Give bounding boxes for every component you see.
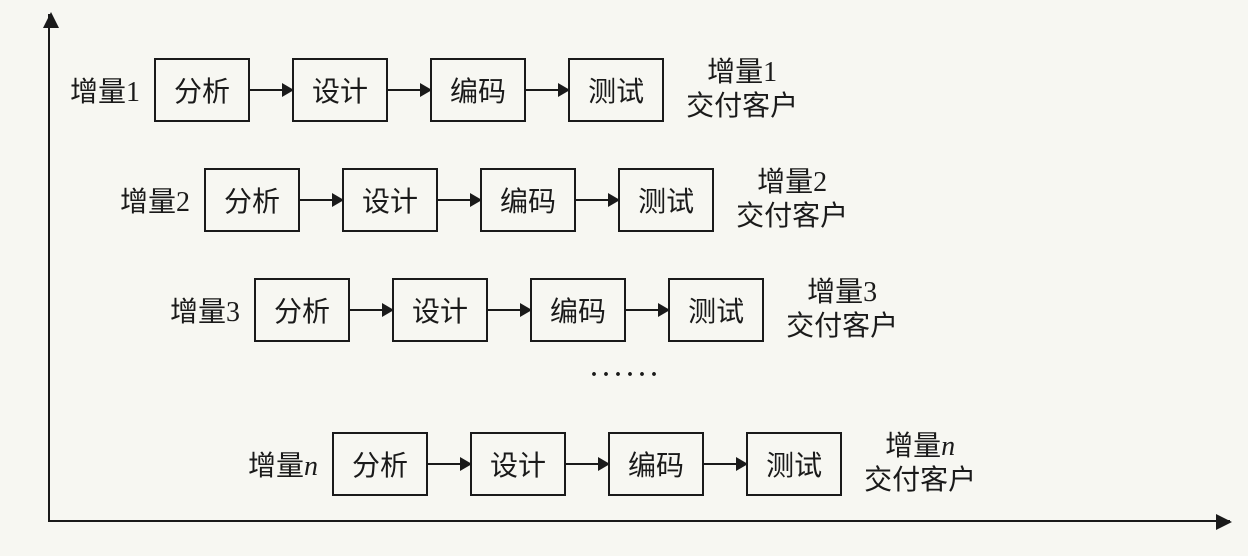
step-box: 设计 (470, 432, 566, 496)
deliver-line1-prefix: 增量 (707, 57, 763, 88)
deliver-line1-prefix: 增量 (757, 167, 813, 198)
step-box: 分析 (254, 278, 350, 342)
deliver-line1-suffix: 2 (813, 167, 827, 198)
deliver-line1-suffix: 3 (863, 277, 877, 308)
step-box: 编码 (608, 432, 704, 496)
deliver-line1-suffix: 1 (763, 57, 777, 88)
row-label-suffix: 2 (176, 187, 190, 218)
y-axis (48, 14, 50, 522)
deliver-line1-prefix: 增量 (885, 431, 941, 462)
increment-row-inc2: 增量2分析设计编码测试增量2交付客户 (120, 166, 848, 234)
step-box: 测试 (746, 432, 842, 496)
deliver-line1: 增量2 (736, 166, 848, 200)
row-label-suffix: n (304, 451, 318, 482)
step-box: 设计 (342, 168, 438, 232)
arrow-icon (350, 309, 392, 311)
step-box: 编码 (430, 58, 526, 122)
deliver-label: 增量3交付客户 (786, 276, 898, 343)
step-box: 设计 (392, 278, 488, 342)
increment-row-inc3: 增量3分析设计编码测试增量3交付客户 (170, 276, 898, 344)
deliver-label: 增量1交付客户 (686, 56, 798, 123)
step-box: 测试 (568, 58, 664, 122)
deliver-label: 增量n交付客户 (864, 430, 976, 497)
row-label-prefix: 增量 (70, 77, 126, 108)
arrow-icon (300, 199, 342, 201)
deliver-line1: 增量1 (686, 56, 798, 90)
row-label-suffix: 1 (126, 77, 140, 108)
arrow-icon (566, 463, 608, 465)
arrow-icon (250, 89, 292, 91)
row-label-prefix: 增量 (248, 451, 304, 482)
increment-row-inc1: 增量1分析设计编码测试增量1交付客户 (70, 56, 798, 124)
deliver-line1-suffix: n (941, 431, 955, 462)
arrow-icon (526, 89, 568, 91)
step-box: 分析 (204, 168, 300, 232)
row-label: 增量n (248, 444, 318, 484)
incremental-model-diagram: 增量1分析设计编码测试增量1交付客户增量2分析设计编码测试增量2交付客户增量3分… (0, 0, 1248, 556)
row-label-prefix: 增量 (120, 187, 176, 218)
step-box: 编码 (530, 278, 626, 342)
arrow-icon (704, 463, 746, 465)
arrow-icon (626, 309, 668, 311)
x-axis (48, 520, 1230, 522)
step-box: 编码 (480, 168, 576, 232)
deliver-line2: 交付客户 (786, 310, 898, 344)
step-box: 分析 (332, 432, 428, 496)
arrow-icon (488, 309, 530, 311)
arrow-icon (428, 463, 470, 465)
row-label-prefix: 增量 (170, 297, 226, 328)
arrow-icon (388, 89, 430, 91)
row-label: 增量3 (170, 290, 240, 330)
deliver-label: 增量2交付客户 (736, 166, 848, 233)
arrow-icon (438, 199, 480, 201)
deliver-line1-prefix: 增量 (807, 277, 863, 308)
step-box: 分析 (154, 58, 250, 122)
step-box: 测试 (618, 168, 714, 232)
row-label-suffix: 3 (226, 297, 240, 328)
increment-row-incN: 增量n分析设计编码测试增量n交付客户 (248, 430, 976, 498)
deliver-line2: 交付客户 (864, 464, 976, 498)
deliver-line1: 增量3 (786, 276, 898, 310)
ellipsis: ······ (590, 362, 662, 389)
arrow-icon (576, 199, 618, 201)
deliver-line2: 交付客户 (736, 200, 848, 234)
deliver-line1: 增量n (864, 430, 976, 464)
row-label: 增量1 (70, 70, 140, 110)
row-label: 增量2 (120, 180, 190, 220)
step-box: 设计 (292, 58, 388, 122)
step-box: 测试 (668, 278, 764, 342)
deliver-line2: 交付客户 (686, 90, 798, 124)
